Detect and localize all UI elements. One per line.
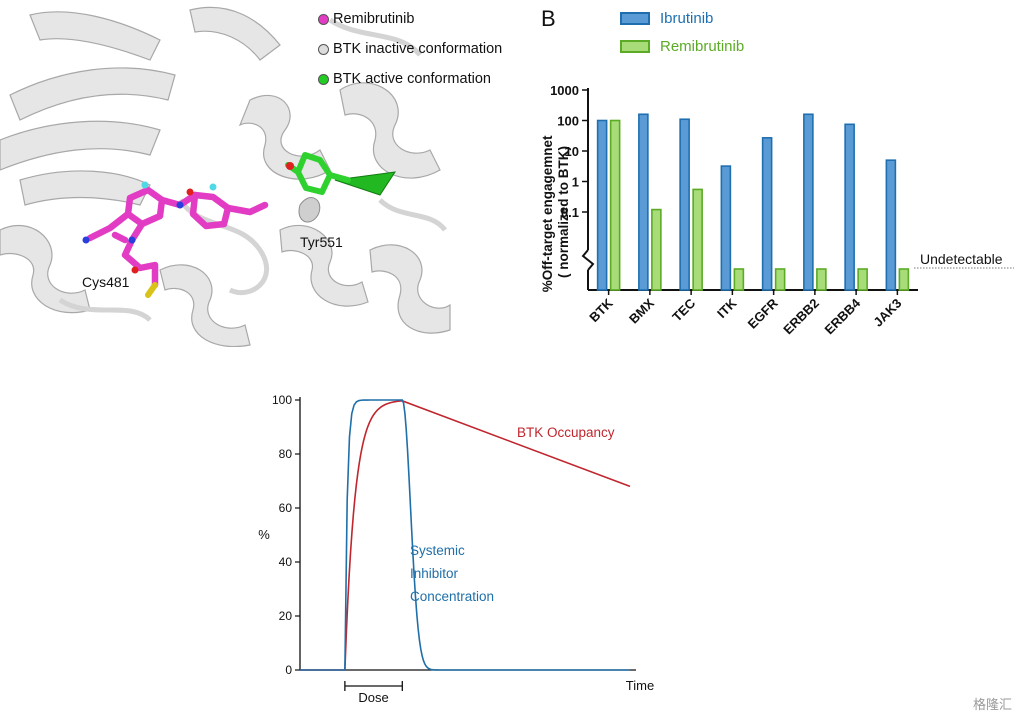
bar-remibrutinib-btk	[609, 119, 621, 291]
bar-remibrutinib-egfr	[774, 268, 786, 291]
bar-y-tick-label: 1000	[550, 83, 579, 98]
protein-structure-illustration: Cys481 Tyr551	[0, 0, 452, 347]
legend-dot-btk-active	[318, 73, 329, 85]
bar-ibrutinib-bmx	[638, 113, 649, 291]
legend-item-remibrutinib: Remibrutinib	[318, 4, 502, 34]
legend-item-btk-inactive: BTK inactive conformation	[318, 34, 502, 64]
watermark-text: 格隆汇	[972, 697, 1012, 712]
legend-label-btk-active: BTK active conformation	[333, 71, 491, 87]
legend-item-ibrutinib: Ibrutinib	[620, 4, 744, 32]
systemic-inhibitor-concentration-line	[300, 399, 631, 671]
bar-ibrutinib-tec	[679, 118, 690, 291]
residue-label-cys481: Cys481	[82, 274, 130, 290]
bar-y-axis-break	[581, 249, 595, 271]
bar-y-tick-label: 1	[572, 175, 579, 190]
line-y-axis-label: %	[258, 527, 270, 542]
bar-x-tick-label: JAK3	[870, 296, 904, 330]
bar-remibrutinib-bmx	[651, 208, 662, 291]
dose-label: Dose	[358, 690, 388, 705]
bar-x-tick-label: TEC	[669, 295, 698, 324]
bar-x-tick-label: EGFR	[745, 295, 782, 332]
legend-label-remibrutinib: Remibrutinib	[333, 11, 415, 27]
systemic-inhibitor-concentration-label: Concentration	[410, 589, 494, 604]
bar-y-tick-label: 0.1	[561, 205, 579, 220]
legend-label-btk-inactive: BTK inactive conformation	[333, 41, 503, 57]
btk-occupancy-line	[300, 400, 631, 671]
residue-label-tyr551: Tyr551	[300, 234, 343, 250]
bar-ibrutinib-itk	[720, 165, 732, 291]
panel-b-letter: B	[541, 6, 556, 31]
bar-x-tick-label: ITK	[714, 295, 740, 321]
bar-y-tick-label: 10	[565, 144, 579, 159]
bar-ibrutinib-jak3	[885, 159, 897, 291]
bar-ibrutinib-egfr	[761, 137, 773, 291]
line-y-tick-label: 80	[279, 447, 293, 461]
line-y-tick-label: 40	[279, 555, 293, 569]
dose-bracket	[344, 681, 403, 691]
legend-swatch-remibrutinib	[620, 39, 650, 53]
line-x-axis-label: Time	[626, 678, 654, 693]
bar-ibrutinib-btk	[596, 119, 608, 291]
bar-remibrutinib-itk	[733, 268, 745, 291]
line-y-tick-label: 20	[279, 609, 293, 623]
line-y-tick-label: 100	[272, 393, 292, 407]
legend-item-btk-active: BTK active conformation	[318, 64, 502, 94]
legend-label-remibrutinib-b: Remibrutinib	[660, 37, 745, 55]
line-y-tick-label: 0	[285, 663, 292, 677]
bar-x-tick-label: BTK	[586, 295, 616, 325]
undetectable-label: Undetectable	[920, 251, 1003, 267]
bar-x-tick-label: ERBB2	[780, 296, 822, 338]
legend-label-ibrutinib: Ibrutinib	[660, 9, 714, 27]
legend-dot-btk-inactive	[318, 43, 329, 55]
bar-remibrutinib-erbb2	[816, 268, 827, 291]
legend-item-remibrutinib-b: Remibrutinib	[620, 32, 744, 60]
systemic-inhibitor-concentration-label: Inhibitor	[410, 566, 459, 581]
legend-swatch-ibrutinib	[620, 11, 650, 25]
bar-remibrutinib-erbb4	[857, 268, 868, 291]
bar-remibrutinib-jak3	[898, 268, 910, 291]
bar-x-tick-label: BMX	[626, 295, 657, 326]
btk-occupancy-label: BTK Occupancy	[517, 425, 615, 440]
legend-dot-remibrutinib	[318, 13, 329, 25]
off-target-bar-chart: %Off-target engagemnet ( normalized to B…	[540, 83, 1014, 338]
bar-x-tick-label: ERBB4	[821, 295, 863, 337]
bar-remibrutinib-tec	[692, 188, 703, 291]
bar-y-tick-label: 100	[557, 114, 579, 129]
bar-ibrutinib-erbb4	[844, 123, 855, 291]
occupancy-line-chart: 0 20 40 60 80 100% Time Dose BTK Occupancy Syste…	[258, 393, 654, 705]
panel-a-legend: Remibrutinib BTK inactive conformation B…	[318, 4, 502, 94]
panel-b-legend: Ibrutinib Remibrutinib	[620, 4, 744, 60]
bar-ibrutinib-erbb2	[803, 113, 814, 291]
systemic-inhibitor-concentration-label: Systemic	[410, 543, 465, 558]
bar-chart-y-axis-title: %Off-target engagemnet ( normalized to B…	[540, 132, 571, 293]
line-y-tick-label: 60	[279, 501, 293, 515]
